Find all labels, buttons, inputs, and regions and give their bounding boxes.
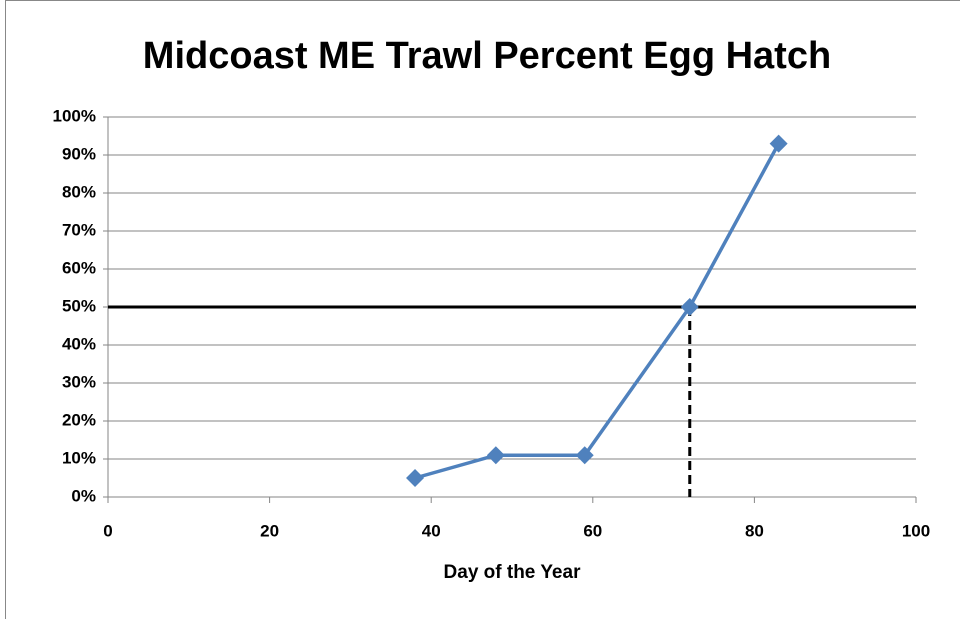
y-tick-label: 90%	[62, 144, 96, 163]
x-tick-label: 80	[745, 521, 764, 540]
frame	[5, 0, 960, 619]
x-tick-label: 20	[260, 521, 279, 540]
data-marker	[769, 134, 788, 153]
y-tick-label: 0%	[71, 486, 96, 505]
y-tick-label: 70%	[62, 220, 96, 239]
data-marker	[406, 469, 425, 487]
y-tick-label: 100%	[53, 106, 96, 125]
x-tick-label: 60	[583, 521, 602, 540]
data-marker	[575, 446, 594, 465]
x-axis-label: Day of the Year	[444, 562, 582, 583]
data-marker	[680, 298, 699, 316]
y-tick-label: 30%	[62, 372, 96, 391]
x-tick-label: 100	[902, 521, 930, 540]
x-tick-label: 40	[422, 521, 441, 540]
y-tick-label: 20%	[62, 410, 96, 429]
y-tick-label: 80%	[62, 182, 96, 201]
y-tick-label: 60%	[62, 258, 96, 277]
y-tick-label: 50%	[62, 296, 96, 315]
chart-title: Midcoast ME Trawl Percent Egg Hatch	[143, 35, 831, 77]
data-marker	[486, 446, 505, 465]
x-tick-label: 0	[103, 521, 112, 540]
y-tick-label: 40%	[62, 334, 96, 353]
y-tick-label: 10%	[62, 448, 96, 467]
